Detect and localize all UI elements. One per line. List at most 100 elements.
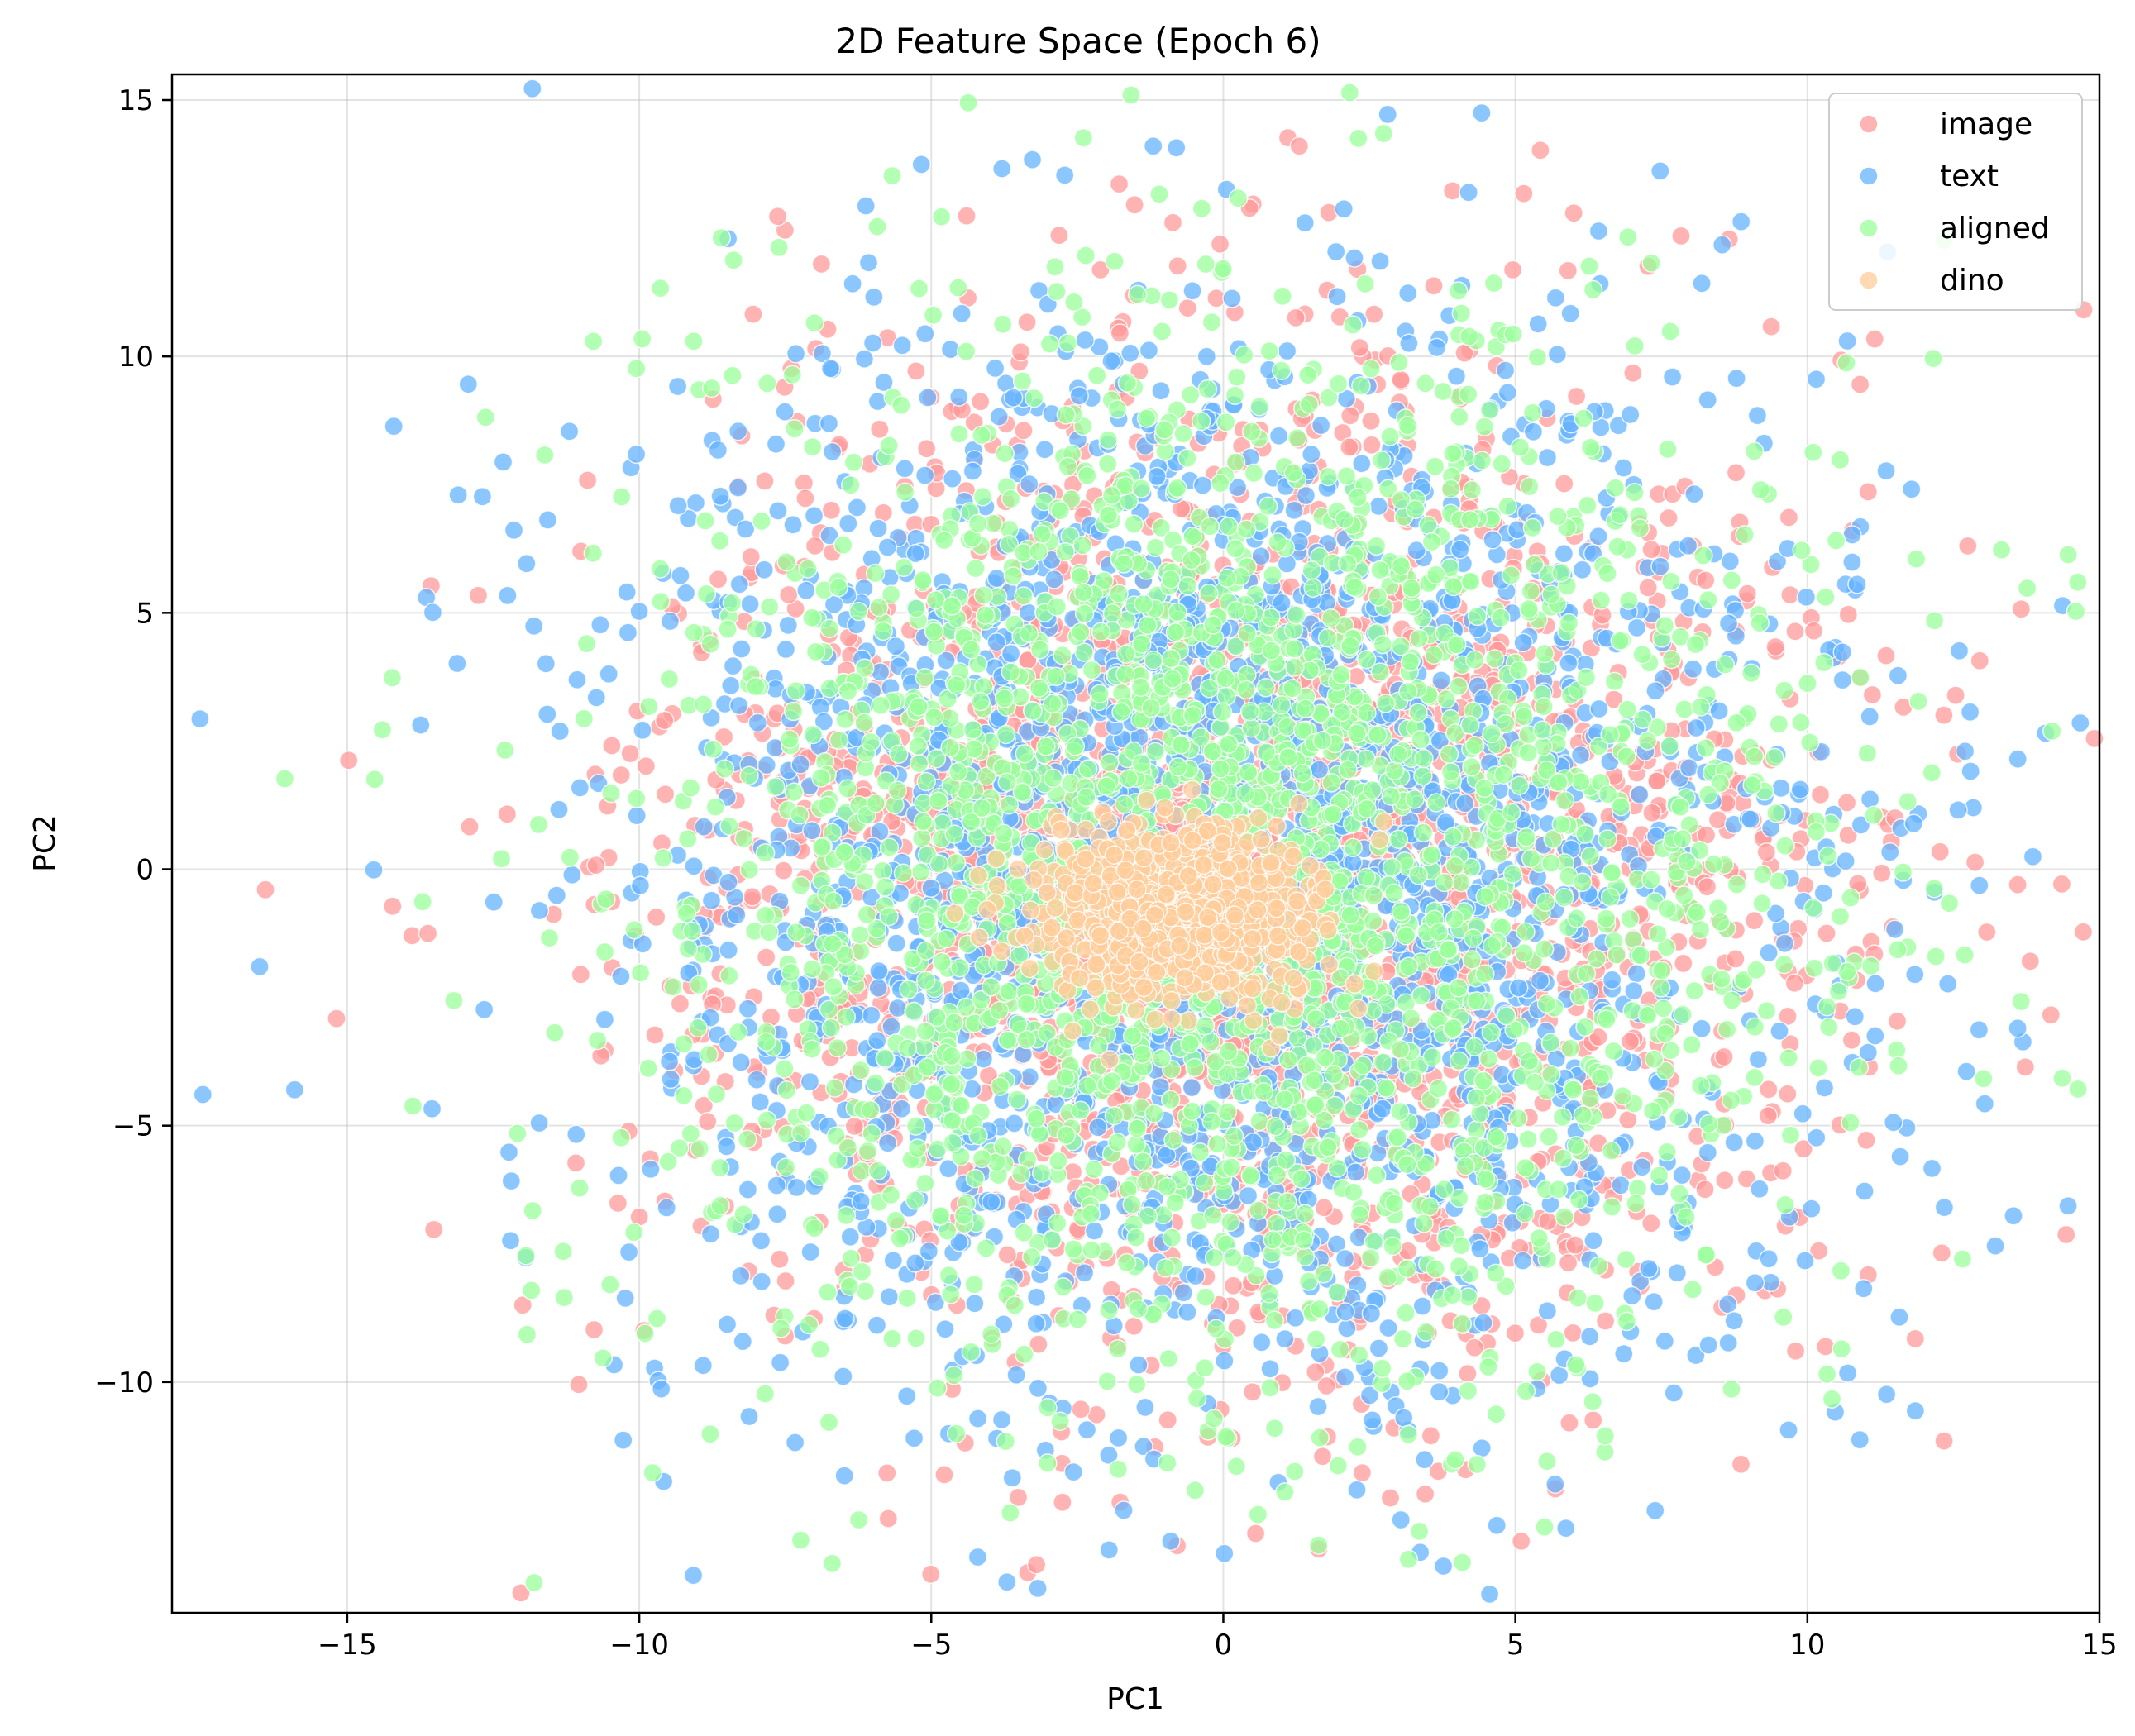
data-point-text [1074,1262,1095,1283]
data-point-text [1613,458,1634,478]
data-point-text [1177,1302,1197,1322]
data-point-text [790,755,810,775]
data-point-text [447,653,467,674]
data-point-text [861,1005,881,1025]
data-point-text [1949,641,1970,661]
data-point-text [676,583,696,603]
data-point-text [1308,1396,1328,1417]
data-point-text [1905,1400,1926,1421]
data-point-text [1559,653,1579,673]
data-point-text [1960,702,1980,723]
data-point-text [1302,444,1321,465]
data-point-text [766,434,786,454]
data-point-text [838,513,858,534]
data-point-text [864,287,884,308]
data-point-image [755,471,775,491]
data-point-image [957,206,977,226]
data-point-text [892,336,912,355]
data-point-text [1934,1197,1955,1218]
data-point-text [599,664,619,684]
data-point-image [1458,1363,1478,1384]
data-point-text [1450,539,1470,560]
data-point-image [1558,260,1579,281]
data-point-text [1556,1518,1576,1538]
data-point-text [775,402,795,422]
data-point-text [1712,235,1732,255]
data-point-text [1186,1266,1206,1286]
data-point-text [1650,161,1670,181]
data-point-text [895,459,915,479]
data-point-text [1667,1263,1688,1283]
data-point-image [1289,136,1310,156]
data-point-text [537,510,558,530]
data-point-text [523,616,544,637]
data-point-text [868,518,888,539]
data-point-text [549,799,569,819]
data-point-text [1508,978,1529,998]
data-point-image [2015,1056,2036,1077]
data-point-text [1472,1438,1492,1458]
data-point-image [1564,203,1583,223]
data-point-image [1965,852,1985,872]
data-point-text [992,159,1012,179]
data-point-image [1538,1211,1558,1232]
data-point-text [1860,707,1879,727]
data-point-image [779,584,799,605]
data-point-text [536,653,556,674]
data-point-text [785,1433,805,1452]
data-point-image [2011,599,2032,619]
data-point-image [708,569,728,589]
data-point-text [918,388,938,408]
data-point-text [1865,974,1885,994]
data-point-text [915,465,935,485]
data-point-text [611,966,631,986]
data-point-text [1645,681,1665,701]
data-point-text [617,582,637,602]
data-point-text [629,601,649,622]
data-point-text [1759,942,1779,963]
data-point-image [646,907,666,928]
data-point-text [723,656,743,676]
data-point-image [602,736,622,756]
data-point-text [1370,251,1390,271]
data-point-text [1006,1365,1026,1385]
data-point-text [973,1049,994,1069]
data-point-text [1611,1175,1631,1195]
data-point-text [886,933,906,953]
data-point-image [1758,1105,1779,1126]
data-point-image [795,489,815,508]
data-point-text [1268,426,1289,446]
data-point-text [1686,718,1706,738]
data-point-text [1698,390,1717,410]
data-point-image [1245,1524,1266,1543]
data-point-text [851,1191,871,1212]
data-point-text [193,1085,213,1104]
data-point-image [870,419,890,439]
data-point-text [566,1124,586,1145]
data-point-text [819,413,839,433]
data-point-text [1513,632,1533,653]
data-point-text [1182,1077,1202,1098]
data-point-text [1398,283,1418,303]
data-point-image [327,1009,346,1028]
data-point-image [1558,1252,1579,1273]
data-point-image [1014,420,1034,441]
data-point-text [1311,415,1331,436]
data-point-image [577,470,598,490]
data-point-text [717,1314,738,1334]
data-point-text [1347,1480,1367,1500]
data-point-text [501,1171,522,1191]
data-point-text [1985,1236,2005,1256]
data-point-image [1340,437,1359,457]
data-point-image [1361,411,1381,431]
data-point-text [667,376,688,397]
data-point-text [2058,1196,2078,1216]
data-point-image [1674,953,1693,974]
data-point-text [1075,330,1095,351]
data-point-image [1053,1492,1072,1513]
data-point-text [1847,574,1867,594]
data-point-text [729,575,750,594]
data-point-text [710,486,730,507]
data-point-text [1876,1384,1897,1405]
